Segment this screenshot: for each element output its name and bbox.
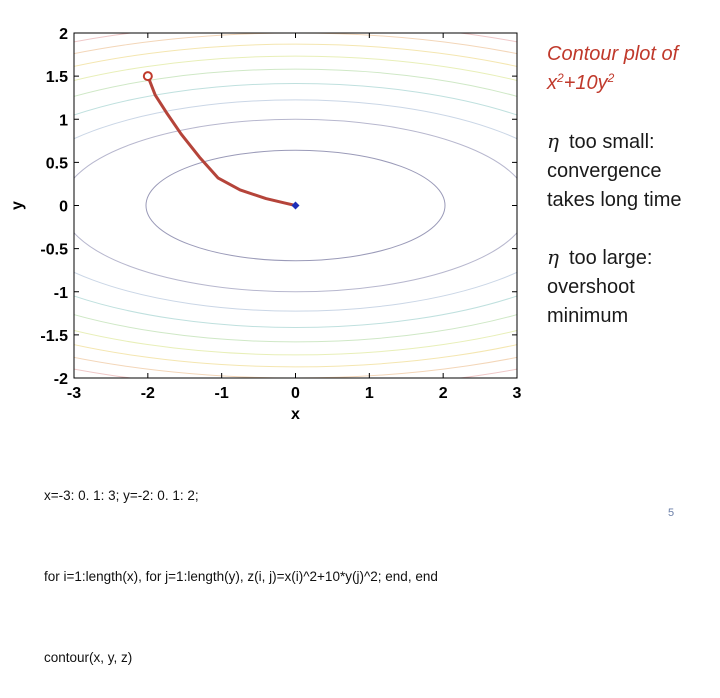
minimum-marker <box>291 201 300 210</box>
y-tick-label: -0.5 <box>40 242 68 259</box>
contour-line <box>74 55 517 356</box>
x-tick-label: 1 <box>365 385 374 402</box>
contour-line <box>74 43 517 368</box>
x-tick-label: 3 <box>513 385 522 402</box>
x-tick-label: -3 <box>67 385 81 402</box>
contour-chart: -3 -2 -1 0 1 2 3 21.510.50-0.5-1-1.5-2 x y <box>9 26 522 423</box>
title-line2: x2+10y2 <box>547 71 615 94</box>
note-step-too-large: η too large: overshoot minimum <box>547 243 707 331</box>
code-line: for i=1:length(x), for j=1:length(y), z(… <box>44 569 438 584</box>
matlab-code: x=-3: 0. 1: 3; y=-2: 0. 1: 2; for i=1:le… <box>44 428 438 698</box>
contour-line <box>145 149 446 262</box>
start-marker <box>142 71 153 82</box>
y-axis-ticks: 2 1.5 1 0.5 0 -0.5 -1 -1.5 -2 <box>40 26 517 388</box>
x-tick-label: 0 <box>291 385 300 402</box>
x-tick-label: -1 <box>215 385 229 402</box>
contour-line <box>74 68 517 343</box>
chart-title: Contour plot of x2+10y2 <box>547 40 678 98</box>
note-text: too large: overshoot minimum <box>547 247 653 327</box>
code-line: contour(x, y, z) <box>44 650 133 665</box>
code-line: x=-3: 0. 1: 3; y=-2: 0. 1: 2; <box>44 488 199 503</box>
contour-lines <box>74 33 517 378</box>
y-tick-label: -2 <box>54 371 68 388</box>
note-text: too small: convergence takes long time <box>547 131 682 211</box>
x-axis-ticks: -3 -2 -1 0 1 2 3 <box>67 33 522 402</box>
y-tick-label: 2 <box>59 26 68 43</box>
contour-line <box>74 83 517 328</box>
x-tick-label: 2 <box>439 385 448 402</box>
title-line1: Contour plot of <box>547 43 679 65</box>
contour-line <box>74 118 517 293</box>
contour-line <box>74 99 517 312</box>
x-tick-label: -2 <box>141 385 155 402</box>
y-tick-label: 0 <box>59 199 68 216</box>
eta-symbol: η <box>547 245 559 269</box>
y-axis-label: y <box>9 201 26 210</box>
y-tick-label: 1.5 <box>46 69 68 86</box>
page-number: 5 <box>668 507 675 519</box>
y-tick-label: -1.5 <box>40 328 68 345</box>
descent-path <box>146 75 296 207</box>
note-step-too-small: η too small: convergence takes long time <box>547 127 707 215</box>
eta-symbol: η <box>547 129 559 153</box>
y-tick-label: 0.5 <box>46 155 68 172</box>
x-axis-label: x <box>291 406 300 423</box>
y-tick-label: -1 <box>54 285 68 302</box>
y-tick-label: 1 <box>59 112 68 129</box>
